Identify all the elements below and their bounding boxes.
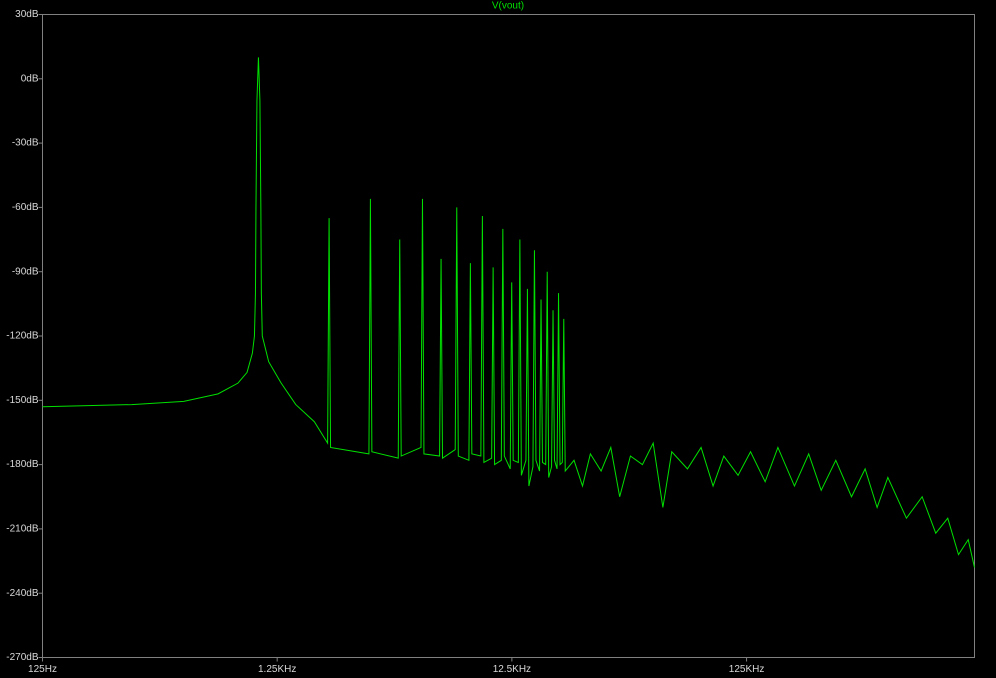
y-tick-label: -270dB bbox=[6, 652, 39, 663]
y-tick-label: -90dB bbox=[12, 266, 39, 277]
y-tick-label: -30dB bbox=[12, 138, 39, 149]
x-tick-label: 1.25KHz bbox=[258, 664, 296, 675]
y-tick-label: -180dB bbox=[6, 459, 39, 470]
y-tick-label: -60dB bbox=[12, 202, 39, 213]
chart-title: V(vout) bbox=[492, 1, 524, 12]
x-tick-label: 125Hz bbox=[28, 664, 57, 675]
y-tick-label: -240dB bbox=[6, 588, 39, 599]
y-tick-label: -150dB bbox=[6, 395, 39, 406]
y-tick-label: 0dB bbox=[21, 73, 39, 84]
x-tick-label: 125KHz bbox=[729, 664, 765, 675]
y-tick-label: -120dB bbox=[6, 331, 39, 342]
series-line bbox=[42, 57, 975, 568]
y-tick-label: -210dB bbox=[6, 524, 39, 535]
x-tick-label: 12.5KHz bbox=[493, 664, 531, 675]
plot-frame bbox=[42, 14, 975, 658]
y-tick-label: 30dB bbox=[15, 9, 39, 20]
